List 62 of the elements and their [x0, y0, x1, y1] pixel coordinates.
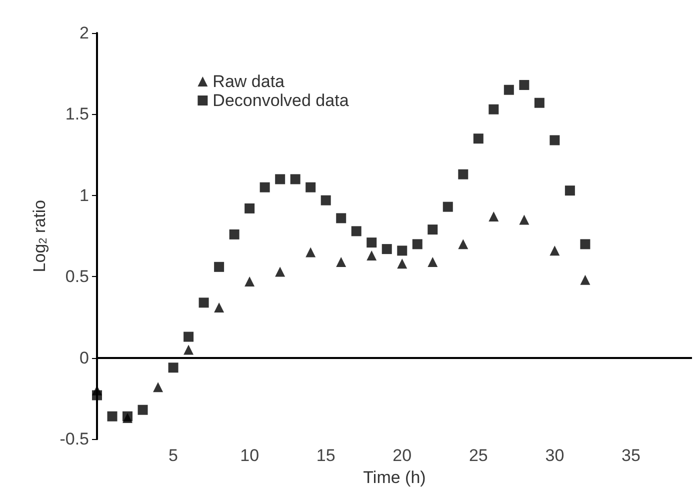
- point: [306, 182, 316, 192]
- y-tick-label: 1.5: [65, 104, 89, 124]
- point: [504, 84, 514, 95]
- point: [550, 246, 560, 256]
- point: [488, 104, 499, 114]
- point: [198, 298, 209, 308]
- y-tick-label: 0.5: [65, 267, 89, 286]
- y-tick-label: 0: [80, 348, 89, 368]
- y-axis-title: Log2 ratio: [30, 200, 50, 272]
- point: [168, 362, 178, 373]
- point: [473, 134, 484, 144]
- point: [534, 98, 544, 108]
- point: [306, 247, 316, 258]
- point: [412, 239, 422, 250]
- point: [351, 226, 362, 236]
- point: [428, 224, 438, 235]
- x-tick-label: 25: [468, 446, 488, 466]
- point: [366, 238, 377, 248]
- point: [382, 244, 392, 254]
- point: [260, 182, 270, 192]
- point: [138, 404, 148, 415]
- point: [519, 80, 530, 90]
- point: [366, 250, 377, 261]
- y-tick-label: -0.5: [60, 430, 89, 449]
- point: [550, 135, 560, 146]
- y-tick-label: 1: [80, 186, 89, 205]
- x-tick-label: 15: [316, 446, 336, 466]
- point: [488, 212, 499, 222]
- point: [336, 213, 346, 224]
- point: [428, 257, 438, 268]
- point: [229, 229, 240, 240]
- x-tick-label: 10: [240, 446, 260, 466]
- x-axis-title: Time (h): [363, 468, 426, 487]
- point: [564, 186, 575, 196]
- point: [320, 195, 331, 206]
- point: [275, 266, 286, 277]
- point: [519, 214, 530, 225]
- point: [184, 332, 194, 342]
- point: [336, 257, 346, 268]
- x-tick-label: 20: [392, 446, 412, 466]
- point: [153, 382, 164, 392]
- point: [458, 169, 468, 180]
- legend-label: Deconvolved data: [212, 91, 350, 110]
- point: [290, 174, 300, 184]
- point: [275, 174, 286, 184]
- x-tick-label: 30: [545, 446, 564, 466]
- point: [107, 411, 118, 422]
- point: [580, 239, 590, 250]
- point: [244, 276, 255, 287]
- y-tick-label: 2: [80, 24, 89, 42]
- point: [397, 258, 408, 269]
- point: [397, 246, 408, 256]
- legend-label: Raw data: [212, 72, 286, 91]
- point: [214, 262, 224, 272]
- point: [214, 302, 224, 313]
- point: [244, 203, 255, 214]
- point: [442, 202, 453, 212]
- point: [184, 344, 194, 355]
- x-tick-label: 5: [168, 446, 178, 466]
- point: [458, 239, 468, 250]
- x-tick-label: 35: [622, 446, 640, 466]
- point: [580, 274, 590, 285]
